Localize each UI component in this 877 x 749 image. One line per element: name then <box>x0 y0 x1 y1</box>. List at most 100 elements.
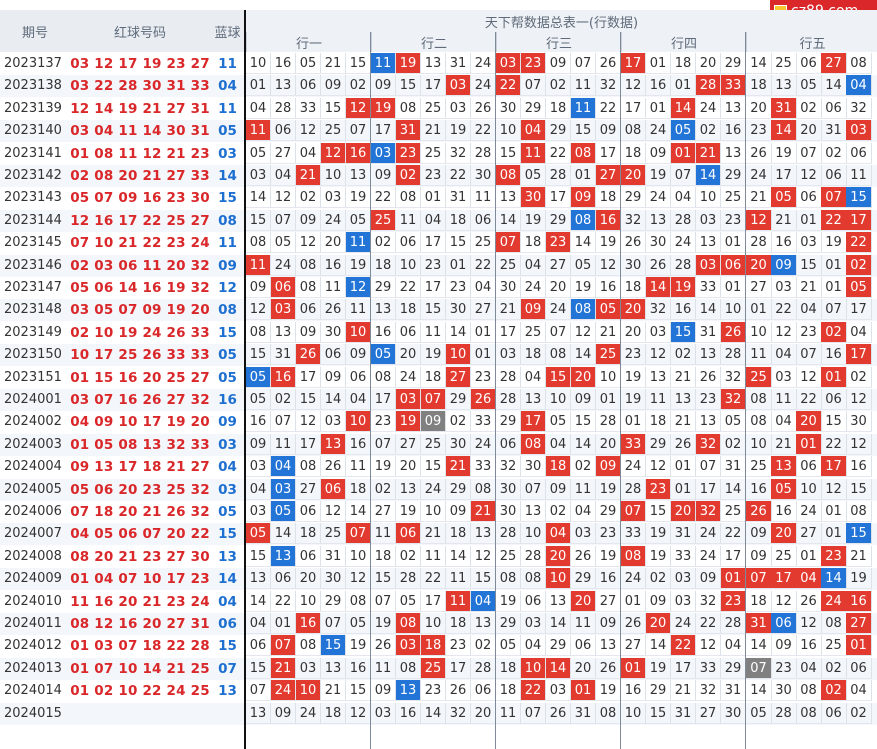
highlighted-number-cell: 19 <box>671 277 696 298</box>
highlighted-number-cell: 02 <box>821 321 847 343</box>
number-cell: 10 <box>546 389 571 410</box>
number-cell: 12 <box>296 411 321 433</box>
highlighted-number-cell: 15 <box>846 187 872 209</box>
number-cell: 25 <box>521 321 546 343</box>
highlighted-number-cell: 18 <box>546 456 571 478</box>
number-cell: 23 <box>696 389 721 410</box>
number-cell: 20 <box>746 97 772 119</box>
number-cell: 07 <box>521 702 546 724</box>
number-cell: 26 <box>571 545 596 567</box>
issue-number: 2024004 <box>4 459 62 475</box>
table-row: 2023137 03 12 17 19 23 27 11 10 16 05 21 15 11 19… <box>0 53 877 75</box>
number-cell: 26 <box>621 232 646 254</box>
number-cell: 04 <box>421 209 446 231</box>
number-cell: 08 <box>296 635 321 657</box>
issue-number: 2023142 <box>4 168 62 183</box>
issue-number: 2024013 <box>4 660 62 676</box>
highlighted-number-cell: 23 <box>821 545 847 567</box>
number-cell: 09 <box>296 209 321 231</box>
highlighted-number-cell: 31 <box>771 97 797 119</box>
red-ball-numbers: 05 06 14 16 19 32 <box>70 280 210 296</box>
number-cell: 10 <box>346 545 371 567</box>
number-cell: 24 <box>471 75 496 97</box>
group-divider <box>745 32 746 749</box>
number-cell: 08 <box>796 680 822 702</box>
number-cell: 26 <box>546 702 571 724</box>
highlighted-number-cell: 15 <box>321 635 346 657</box>
issue-number: 2024009 <box>4 571 62 587</box>
number-cell: 27 <box>396 433 421 455</box>
number-cell: 08 <box>246 321 271 343</box>
number-cell: 19 <box>596 680 621 702</box>
number-cell: 07 <box>521 75 546 97</box>
number-cell: 17 <box>596 142 621 164</box>
number-cell: 03 <box>321 411 346 433</box>
number-cell: 20 <box>546 277 571 298</box>
number-cell: 08 <box>296 277 321 298</box>
number-cell: 24 <box>796 501 822 522</box>
number-cell: 20 <box>296 568 321 590</box>
number-cell: 16 <box>596 568 621 590</box>
number-cell: 01 <box>671 75 696 97</box>
highlighted-number-cell: 26 <box>746 501 772 522</box>
number-cell: 14 <box>746 635 772 657</box>
number-cell: 26 <box>371 635 396 657</box>
table-row: 2024011 08 12 16 20 27 31 06 04 01 16 07 05 19 08… <box>0 613 877 635</box>
number-cell: 26 <box>321 456 346 478</box>
highlighted-number-cell: 32 <box>696 501 721 522</box>
number-cell: 24 <box>321 209 346 231</box>
number-cell: 09 <box>321 366 346 388</box>
number-cell: 28 <box>396 568 421 590</box>
issue-number: 2023141 <box>4 145 62 161</box>
number-cell: 19 <box>646 523 671 545</box>
issue-number: 2024010 <box>4 593 62 609</box>
number-cell: 19 <box>821 232 847 254</box>
number-cell: 12 <box>846 433 872 455</box>
number-cell: 26 <box>746 142 772 164</box>
blue-ball-number: 15 <box>218 638 237 655</box>
number-cell: 01 <box>671 478 696 500</box>
highlighted-number-cell: 14 <box>671 97 696 119</box>
number-cell: 01 <box>671 456 696 478</box>
number-cell: 32 <box>696 680 721 702</box>
number-cell: 17 <box>371 120 396 142</box>
number-cell: 13 <box>696 411 721 433</box>
issue-number: 2023147 <box>4 280 62 295</box>
number-cell: 16 <box>721 120 746 142</box>
number-cell: 26 <box>696 366 721 388</box>
number-cell: 11 <box>396 209 421 231</box>
number-cell: 11 <box>371 657 396 679</box>
number-cell: 07 <box>571 53 596 74</box>
number-cell: 11 <box>371 523 396 545</box>
number-cell: 25 <box>496 254 521 276</box>
number-cell: 13 <box>271 321 296 343</box>
highlighted-number-cell: 17 <box>821 456 847 478</box>
number-cell: 10 <box>296 590 321 612</box>
red-ball-numbers: 05 06 20 23 25 32 <box>70 481 210 498</box>
number-cell: 15 <box>821 411 847 433</box>
number-cell: 21 <box>321 53 346 74</box>
number-cell: 33 <box>471 456 496 478</box>
number-cell: 04 <box>521 366 546 388</box>
number-cell: 06 <box>246 635 271 657</box>
number-cell: 15 <box>246 657 271 679</box>
issue-number: 2023146 <box>4 257 62 273</box>
number-cell: 19 <box>346 254 371 276</box>
number-cell: 27 <box>746 277 772 298</box>
number-cell: 14 <box>271 523 296 545</box>
highlighted-number-cell: 06 <box>271 277 296 298</box>
number-cell: 14 <box>571 433 596 455</box>
number-cell: 19 <box>421 344 446 366</box>
number-cell: 06 <box>271 120 296 142</box>
issue-number: 2024014 <box>4 683 62 699</box>
column-header-issue: 期号 <box>0 10 71 52</box>
highlighted-number-cell: 27 <box>846 613 872 634</box>
number-cell: 13 <box>771 75 797 97</box>
number-cell: 30 <box>496 97 521 119</box>
table-row: 2024010 11 16 20 21 23 24 04 14 22 10 29 08 07 05… <box>0 590 877 613</box>
red-ball-numbers: 01 05 08 13 32 33 <box>70 436 210 453</box>
number-cell: 15 <box>346 680 371 702</box>
number-cell: 05 <box>546 411 571 433</box>
number-cell: 28 <box>671 254 696 276</box>
number-cell: 29 <box>321 590 346 612</box>
